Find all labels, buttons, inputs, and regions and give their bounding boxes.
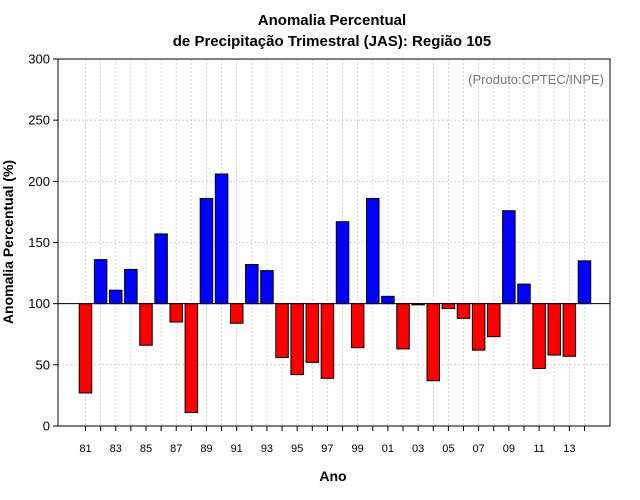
bar-95 [290, 303, 304, 376]
x-axis: 81 83 85 87 89 91 93 95 97 99 01 03 05 07 09 11 13 [79, 426, 585, 455]
bar-88 [184, 303, 199, 414]
bar-01 [381, 295, 395, 305]
x-tick-label: 13 [563, 443, 575, 455]
x-tick-label: 09 [503, 443, 515, 455]
x-tick-label: 01 [382, 443, 394, 455]
bar-84 [124, 268, 138, 305]
annotation-source: (Produto:CPTEC/INPE) [468, 72, 604, 87]
bar-85 [139, 303, 153, 346]
y-tick-label: 50 [36, 357, 50, 372]
bar-81 [78, 303, 93, 394]
bar-92 [245, 264, 259, 305]
y-tick-label: 300 [28, 52, 50, 67]
bar-91 [229, 303, 244, 324]
x-tick-label: 89 [200, 443, 212, 455]
x-tick-label: 93 [261, 443, 273, 455]
x-tick-label: 91 [231, 443, 243, 455]
y-tick-label: 250 [28, 113, 50, 128]
x-tick-label: 07 [472, 443, 484, 455]
y-tick-label: 200 [28, 174, 50, 189]
x-tick-label: 03 [412, 443, 424, 455]
bar-12 [547, 303, 561, 356]
bar-05 [441, 303, 456, 310]
bar-07 [471, 303, 486, 351]
bar-86 [154, 233, 168, 305]
bar-06 [456, 303, 471, 319]
bar-08 [486, 303, 501, 338]
bars [78, 173, 592, 414]
bar-99 [350, 303, 365, 349]
y-axis-label: Anomalia Percentual (%) [0, 160, 16, 324]
bar-02 [396, 303, 410, 350]
bar-13 [562, 303, 577, 357]
bar-93 [260, 270, 274, 305]
bar-89 [199, 197, 214, 305]
bar-83 [108, 289, 123, 305]
x-tick-label: 05 [442, 443, 454, 455]
bar-00 [366, 197, 380, 305]
bar-94 [275, 303, 289, 358]
bar-11 [532, 303, 546, 370]
bar-10 [517, 283, 531, 305]
y-tick-label: 0 [43, 419, 50, 434]
y-axis: 0 50 100 150 200 250 300 [28, 52, 58, 434]
bar-82 [93, 259, 108, 305]
bar-87 [169, 303, 183, 323]
chart-title-line2: de Precipitação Trimestral (JAS): Região… [173, 33, 491, 50]
bar-14 [577, 260, 592, 305]
gridlines [58, 59, 610, 426]
bar-90 [214, 173, 229, 305]
bar-98 [335, 221, 350, 305]
x-tick-label: 81 [79, 443, 91, 455]
bar-96 [305, 303, 320, 363]
x-tick-label: 95 [291, 443, 303, 455]
x-tick-label: 83 [110, 443, 122, 455]
bar-97 [320, 303, 335, 379]
y-tick-label: 150 [28, 235, 50, 250]
chart-title-line1: Anomalia Percentual [258, 12, 406, 29]
bar-04 [426, 303, 441, 382]
x-tick-label: 87 [170, 443, 182, 455]
bar-09 [502, 210, 516, 305]
x-axis-label: Ano [319, 468, 346, 484]
x-tick-label: 99 [352, 443, 364, 455]
x-tick-label: 97 [321, 443, 333, 455]
y-tick-label: 100 [28, 296, 50, 311]
x-tick-label: 85 [140, 443, 152, 455]
x-tick-label: 11 [533, 443, 544, 455]
